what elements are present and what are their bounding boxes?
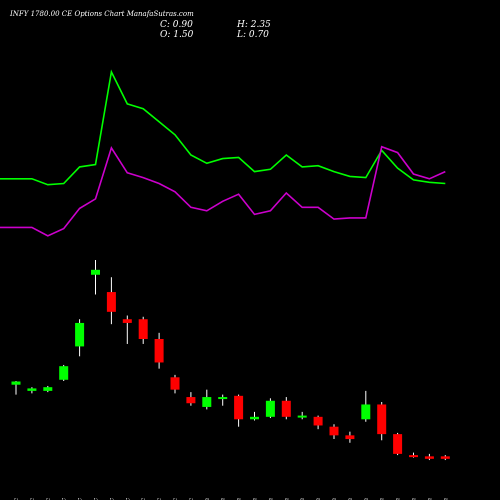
candle xyxy=(361,390,371,422)
candle-body-up xyxy=(75,322,85,347)
date-label: 06 Jan xyxy=(252,498,259,500)
candle xyxy=(218,394,228,406)
date-label: 17 Jan xyxy=(395,498,402,500)
date-label: 10 Jan xyxy=(315,498,322,500)
candle xyxy=(297,411,307,420)
candle-body-up xyxy=(43,387,53,391)
candle-body-down xyxy=(377,404,387,435)
candle-body-down xyxy=(281,400,291,417)
date-label: 18 Dec xyxy=(61,497,68,500)
indicator-lines xyxy=(0,69,446,237)
candle-body-down xyxy=(409,455,418,458)
candle xyxy=(313,415,323,430)
candle xyxy=(345,431,355,443)
candle-body-down xyxy=(393,434,403,454)
date-label: 03 Jan xyxy=(236,498,243,500)
date-label: 26 Dec xyxy=(140,497,147,500)
candle xyxy=(234,394,244,427)
candle-body-down xyxy=(106,292,116,312)
candle-body-up xyxy=(91,269,100,275)
chart-title: INFY 1780.00 CE Options Chart ManafaSutr… xyxy=(9,10,194,18)
candle-body-down xyxy=(138,319,148,339)
candle-body-up xyxy=(250,416,259,420)
candle-body-down xyxy=(424,456,434,459)
date-label: 13 Dec xyxy=(13,497,20,500)
candle xyxy=(91,259,100,295)
date-label: 17 Dec xyxy=(45,497,52,500)
candle xyxy=(27,387,37,394)
candle xyxy=(154,332,164,369)
candle-body-up xyxy=(27,388,37,391)
candle xyxy=(393,432,403,456)
candle xyxy=(122,315,132,344)
date-label: 02 Jan xyxy=(220,498,227,500)
date-label: 27 Dec xyxy=(156,497,163,500)
candle xyxy=(75,319,85,357)
candle xyxy=(11,381,21,395)
date-label: 31 Dec xyxy=(188,497,195,500)
date-label: 21 Jan xyxy=(426,498,433,500)
date-label: 23 Dec xyxy=(108,497,115,500)
candle-body-down xyxy=(440,456,450,459)
candle xyxy=(440,455,450,461)
candle-body-up xyxy=(218,397,228,400)
low-value: L: 0.70 xyxy=(236,30,269,40)
date-label: 30 Dec xyxy=(172,497,179,500)
date-label: 16 Dec xyxy=(29,497,36,500)
candle xyxy=(138,316,148,344)
candle-body-up xyxy=(361,404,371,420)
candle xyxy=(424,453,434,461)
candle xyxy=(43,385,53,393)
candle-body-down xyxy=(122,319,132,323)
candle-body-down xyxy=(345,435,355,440)
candle xyxy=(409,452,418,458)
candle-body-down xyxy=(329,426,339,436)
date-label: 01 Jan xyxy=(204,498,211,500)
candle-body-down xyxy=(170,377,180,390)
candle xyxy=(250,411,259,421)
candle xyxy=(186,392,196,406)
candle-body-down xyxy=(186,397,196,404)
date-label: 19 Dec xyxy=(77,497,84,500)
date-label: 20 Jan xyxy=(411,498,418,500)
candle-body-up xyxy=(202,397,212,407)
candle xyxy=(106,277,116,325)
candle xyxy=(377,402,387,441)
date-label: 15 Jan xyxy=(363,498,370,500)
candle-body-down xyxy=(234,395,244,420)
close-value: C: 0.90 xyxy=(160,20,193,30)
candle xyxy=(281,397,291,420)
open-value: O: 1.50 xyxy=(160,30,194,40)
candle-body-up xyxy=(59,366,69,380)
date-label: 22 Jan xyxy=(442,498,449,500)
candle-body-up xyxy=(11,381,21,385)
date-label: 08 Jan xyxy=(283,498,290,500)
date-label: 13 Jan xyxy=(331,498,338,500)
candle-body-up xyxy=(297,415,307,418)
date-label: 09 Jan xyxy=(299,498,306,500)
candle xyxy=(59,364,69,381)
candle-body-down xyxy=(154,339,164,363)
indicator-line-2 xyxy=(0,145,446,237)
date-label: 20 Dec xyxy=(93,497,100,500)
high-value: H: 2.35 xyxy=(236,20,271,30)
candles xyxy=(11,259,450,461)
date-labels: 13 Dec 16 Dec 17 Dec 18 Dec 19 Dec 20 Dec 23 D… xyxy=(13,497,449,500)
candle-body-down xyxy=(313,416,323,426)
candle-body-up xyxy=(265,400,275,417)
date-label: 24 Dec xyxy=(124,497,131,500)
date-label: 14 Jan xyxy=(347,498,354,500)
date-label: 07 Jan xyxy=(267,498,274,500)
candle xyxy=(170,374,180,394)
candle xyxy=(265,398,275,419)
candle xyxy=(202,389,212,410)
date-label: 16 Jan xyxy=(379,498,386,500)
candle xyxy=(329,424,339,440)
indicator-line-1 xyxy=(0,69,446,186)
